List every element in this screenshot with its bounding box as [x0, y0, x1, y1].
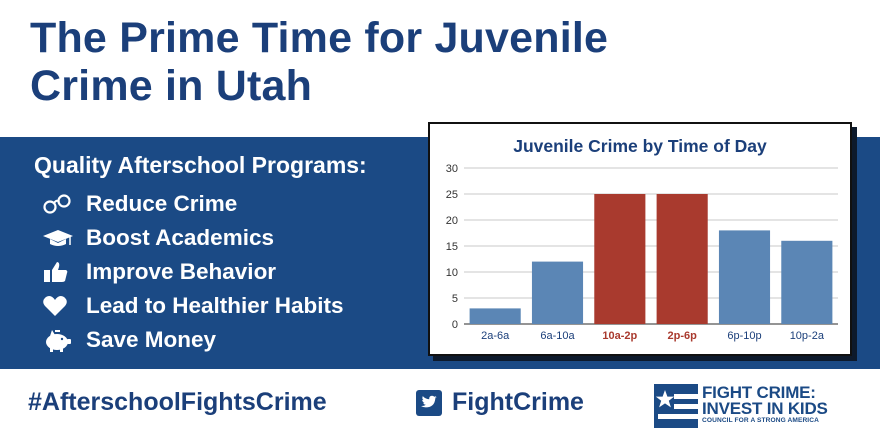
benefit-label: Boost Academics: [86, 225, 274, 250]
benefit-label: Lead to Healthier Habits: [86, 293, 344, 318]
bar-10p-2a: [781, 240, 833, 324]
x-tick-label: 10a-2p: [602, 330, 637, 342]
chart-title: Juvenile Crime by Time of Day: [513, 136, 767, 156]
y-tick-label: 15: [446, 241, 458, 253]
benefit-reduce-crime: Reduce Crime: [42, 187, 344, 221]
headline-line-1: The Prime Time for Juvenile: [30, 14, 609, 62]
benefit-label: Reduce Crime: [86, 191, 238, 216]
twitter-handle: FightCrime: [452, 388, 584, 416]
logo-line-1: FIGHT CRIME:: [702, 383, 816, 402]
chart-card: Juvenile Crime by Time of Day 0 5 10 15 20 25…: [428, 122, 852, 356]
thumbs-up-icon: [42, 260, 76, 284]
headline-line-2: Crime in Utah: [30, 62, 313, 110]
bar-6p-10p: [718, 230, 771, 324]
bar-10a-2p: [594, 194, 646, 324]
benefit-save-money: Save Money: [42, 323, 344, 357]
flag-star-icon: [654, 384, 698, 428]
logo-line-3: COUNCIL FOR A STRONG AMERICA: [702, 417, 819, 424]
bar-2p-6p: [656, 194, 708, 324]
bar-2a-6a: [469, 308, 521, 324]
x-axis-labels: 2a-6a 6a-10a 10a-2p 2p-6p 6p-10p 10p-2a: [481, 330, 825, 342]
bar-6a-10a: [531, 261, 584, 324]
y-tick-label: 25: [446, 189, 458, 201]
benefit-boost-academics: Boost Academics: [42, 221, 344, 255]
chart-gridlines: [464, 167, 838, 325]
twitter-link[interactable]: FightCrime: [416, 388, 584, 417]
x-tick-label: 2p-6p: [667, 330, 697, 342]
x-tick-label: 6a-10a: [540, 330, 575, 342]
x-tick-label: 6p-10p: [727, 330, 761, 342]
x-tick-label: 2a-6a: [481, 330, 510, 342]
y-tick-label: 5: [452, 293, 458, 305]
twitter-icon: [416, 389, 442, 416]
piggy-bank-icon: [42, 328, 76, 352]
benefit-label: Save Money: [86, 327, 217, 352]
y-tick-label: 30: [446, 163, 458, 175]
y-axis-ticks: 0 5 10 15 20 25 30: [446, 163, 458, 331]
benefit-healthier-habits: Lead to Healthier Habits: [42, 289, 344, 323]
y-tick-label: 10: [446, 267, 458, 279]
graduation-cap-icon: [42, 226, 76, 250]
benefit-label: Improve Behavior: [86, 259, 277, 284]
logo-line-2: INVEST IN KIDS: [702, 399, 828, 418]
handcuffs-icon: [42, 192, 76, 216]
benefit-improve-behavior: Improve Behavior: [42, 255, 344, 289]
chart-bars: [469, 194, 833, 324]
fight-crime-logo: FIGHT CRIME: INVEST IN KIDS COUNCIL FOR …: [654, 382, 874, 430]
y-tick-label: 0: [452, 319, 458, 331]
page-headline: The Prime Time for Juvenile Crime in Uta…: [30, 14, 730, 110]
heart-icon: [42, 294, 76, 318]
bar-chart: Juvenile Crime by Time of Day 0 5 10 15 20 25…: [446, 136, 838, 342]
programs-title: Quality Afterschool Programs:: [34, 152, 367, 178]
y-tick-label: 20: [446, 215, 458, 227]
x-tick-label: 10p-2a: [790, 330, 825, 342]
hashtag[interactable]: #AfterschoolFightsCrime: [28, 388, 327, 416]
benefits-list: Reduce Crime Boost Academics Improve Beh…: [42, 187, 344, 357]
